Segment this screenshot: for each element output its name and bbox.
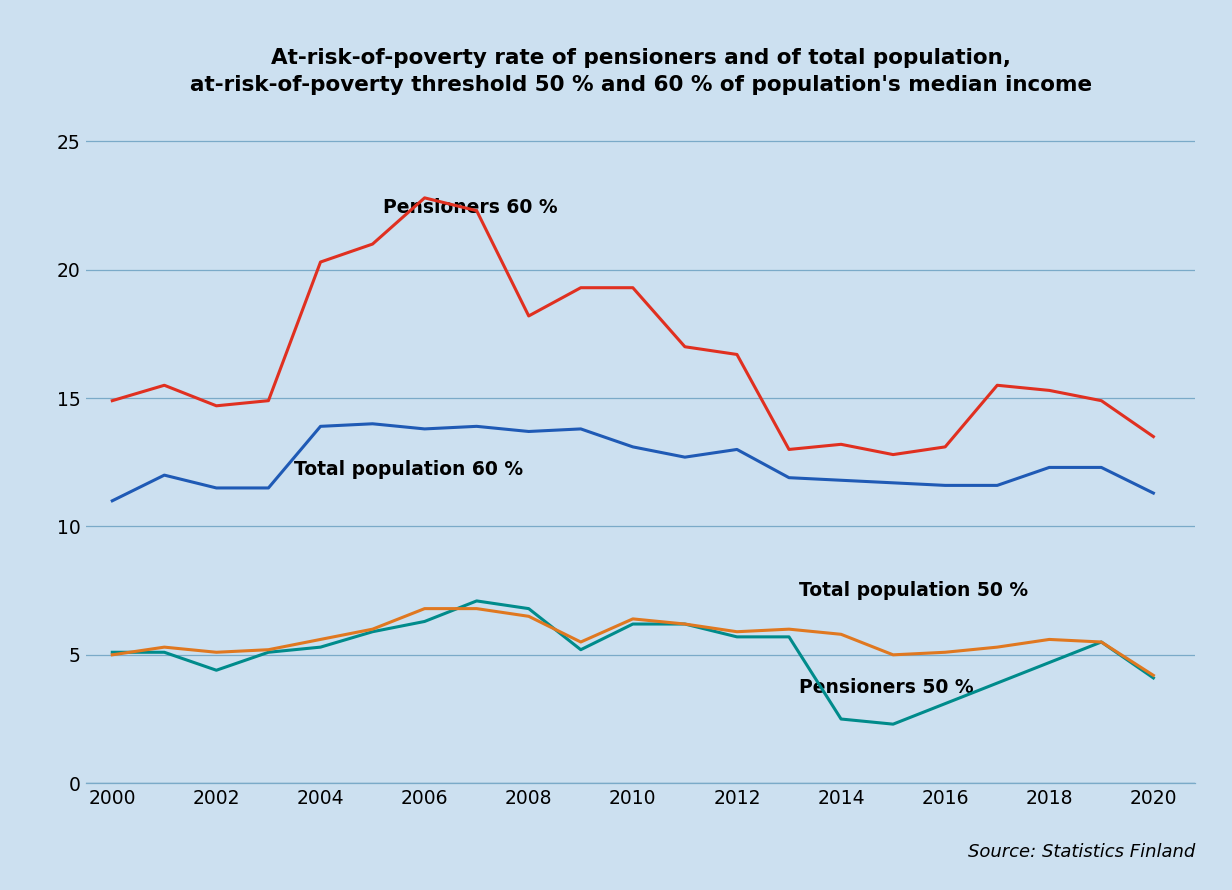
Text: Total population 50 %: Total population 50 % xyxy=(800,581,1029,600)
Title: At-risk-of-poverty rate of pensioners and of total population,
at-risk-of-povert: At-risk-of-poverty rate of pensioners an… xyxy=(190,48,1092,94)
Text: Source: Statistics Finland: Source: Statistics Finland xyxy=(968,844,1195,862)
Text: Pensioners 50 %: Pensioners 50 % xyxy=(800,678,975,698)
Text: Total population 60 %: Total population 60 % xyxy=(294,460,524,479)
Text: Pensioners 60 %: Pensioners 60 % xyxy=(383,198,558,217)
